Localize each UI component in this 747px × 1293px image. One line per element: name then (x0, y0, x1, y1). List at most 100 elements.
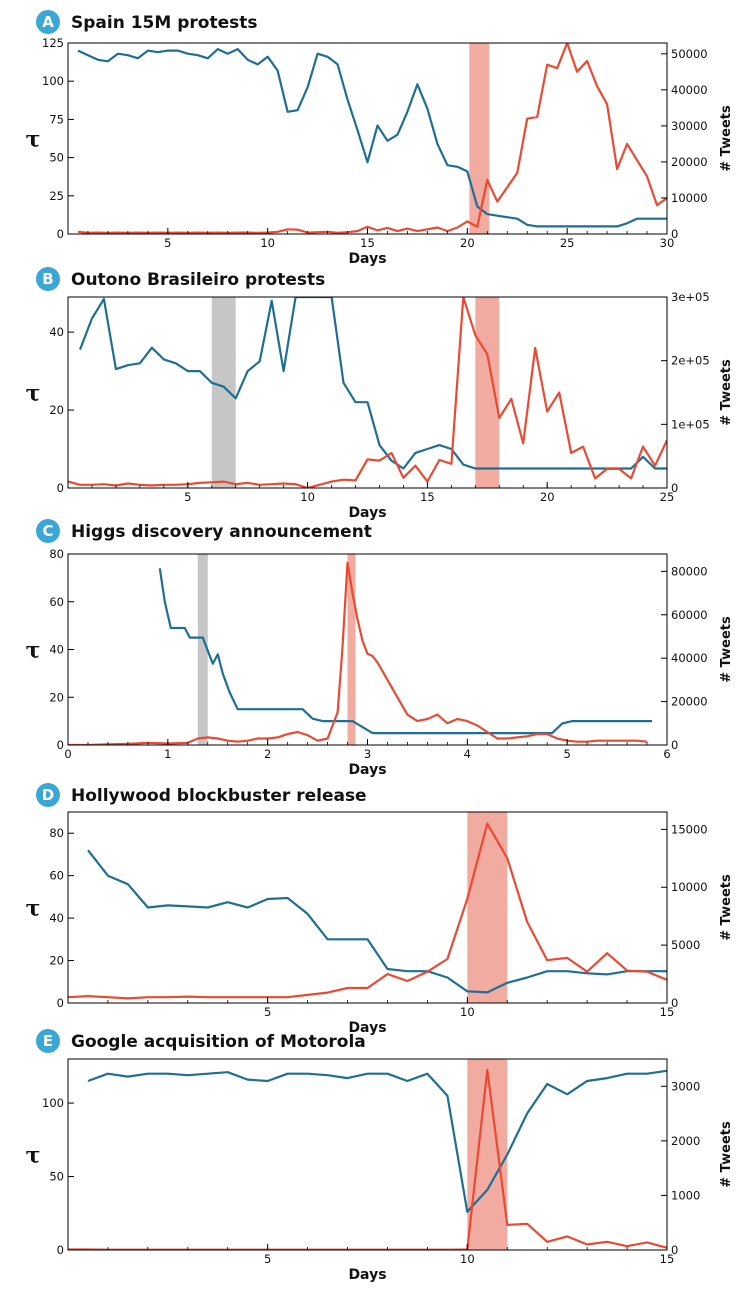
grey-band (197, 554, 208, 745)
tau-series-line (87, 849, 667, 994)
y2-tick-label: 20000 (671, 695, 708, 709)
y2-tick-label: 3000 (671, 1079, 700, 1093)
y2-tick-label: 15000 (671, 822, 708, 836)
x-tick-label: 5 (564, 747, 571, 761)
x-tick-label: 20 (460, 236, 475, 250)
panel-letter-badge (36, 267, 60, 291)
event-highlight-band (467, 812, 508, 1003)
panel-letter: C (42, 522, 53, 540)
plot-frame (67, 1058, 668, 1251)
tau-series-line (158, 568, 652, 735)
y-tick-label: 20 (49, 954, 64, 968)
y-tick-label: 50 (49, 151, 64, 165)
panel-title: Higgs discovery announcement (71, 522, 372, 542)
y-tick-label: 0 (57, 481, 64, 495)
y2-tick-label: 0 (671, 1243, 678, 1257)
tweets-series-line (68, 1068, 667, 1250)
y2-tick-label: 3e+05 (671, 290, 710, 304)
x-tick-label: 2 (264, 747, 271, 761)
x-tick-label: 25 (660, 490, 675, 504)
x-tick-label: 15 (420, 490, 435, 504)
x-tick-label: 5 (264, 1005, 271, 1019)
x-tick-label: 5 (164, 236, 171, 250)
tweets-series-line (68, 822, 667, 1000)
y-axis-label: τ (26, 896, 41, 922)
y-tick-label: 20 (49, 690, 64, 704)
panel-title: Spain 15M protests (71, 13, 257, 33)
y2-tick-label: 0 (671, 738, 678, 752)
y2-tick-label: 0 (671, 481, 678, 495)
y2-axis-label: # Tweets (719, 874, 734, 941)
panel-d: D Hollywood blockbuster release 5 10 15 0 20 40… (26, 783, 734, 1036)
y-tick-label: 80 (49, 547, 64, 561)
y2-tick-label: 30000 (671, 119, 708, 133)
y2-tick-label: 10000 (671, 880, 708, 894)
panel-letter: A (42, 13, 54, 31)
y2-axis-label: # Tweets (719, 359, 734, 426)
y2-tick-label: 1000 (671, 1188, 700, 1202)
x-axis-label: Days (348, 762, 386, 778)
x-tick-label: 10 (460, 1252, 475, 1266)
panel-title: Outono Brasileiro protests (71, 270, 325, 290)
panel-letter: D (42, 786, 54, 804)
y-tick-label: 0 (57, 738, 64, 752)
y-axis-label: τ (26, 127, 41, 153)
x-axis-label: Days (348, 505, 386, 521)
y-tick-label: 0 (57, 996, 64, 1010)
y2-tick-label: 40000 (671, 83, 708, 97)
y-tick-label: 0 (57, 1243, 64, 1257)
x-tick-label: 5 (184, 490, 191, 504)
grey-band (211, 297, 236, 488)
event-highlight-band (347, 554, 356, 745)
y2-tick-label: 0 (671, 227, 678, 241)
y2-tick-label: 2000 (671, 1134, 700, 1148)
x-axis-label: Days (348, 251, 386, 267)
event-highlight-band (467, 1059, 508, 1250)
y-tick-label: 60 (49, 869, 64, 883)
tau-series-line (87, 1069, 667, 1213)
y2-tick-label: 40000 (671, 651, 708, 665)
y2-tick-label: 1e+05 (671, 417, 710, 431)
y2-tick-label: 80000 (671, 564, 708, 578)
y-tick-label: 80 (49, 826, 64, 840)
panel-letter-badge (36, 1029, 60, 1053)
x-axis-label: Days (348, 1267, 386, 1283)
panel-letter-badge (36, 10, 60, 34)
x-tick-label: 25 (560, 236, 575, 250)
x-tick-label: 10 (460, 1005, 475, 1019)
y-tick-label: 40 (49, 643, 64, 657)
tau-series-line (77, 47, 667, 228)
y2-tick-label: 10000 (671, 191, 708, 205)
y-axis-label: τ (26, 381, 41, 407)
panel-title: Google acquisition of Motorola (71, 1032, 366, 1052)
x-tick-label: 20 (540, 490, 555, 504)
y-tick-label: 100 (42, 74, 64, 88)
x-tick-label: 15 (660, 1252, 675, 1266)
y-tick-label: 40 (49, 911, 64, 925)
x-tick-label: 15 (360, 236, 375, 250)
y-axis-label: τ (26, 638, 41, 664)
x-tick-label: 5 (264, 1252, 271, 1266)
y-tick-label: 0 (57, 227, 64, 241)
y-tick-label: 75 (49, 112, 64, 126)
y-tick-label: 50 (49, 1170, 64, 1184)
x-axis-label: Days (348, 1020, 386, 1036)
tau-series-line (78, 297, 667, 470)
plot-frame (67, 296, 668, 489)
y-tick-label: 60 (49, 595, 64, 609)
y2-tick-label: 2e+05 (671, 354, 710, 368)
x-tick-label: 15 (660, 1005, 675, 1019)
y2-tick-label: 5000 (671, 938, 700, 952)
y2-tick-label: 50000 (671, 47, 708, 61)
y-tick-label: 20 (49, 403, 64, 417)
y-axis-label: τ (26, 1143, 41, 1169)
y2-axis-label: # Tweets (719, 616, 734, 683)
panel-title: Hollywood blockbuster release (71, 786, 367, 806)
x-tick-label: 1 (164, 747, 171, 761)
plot-frame (67, 553, 668, 746)
event-highlight-band (469, 43, 490, 234)
y2-axis-label: # Tweets (719, 105, 734, 172)
